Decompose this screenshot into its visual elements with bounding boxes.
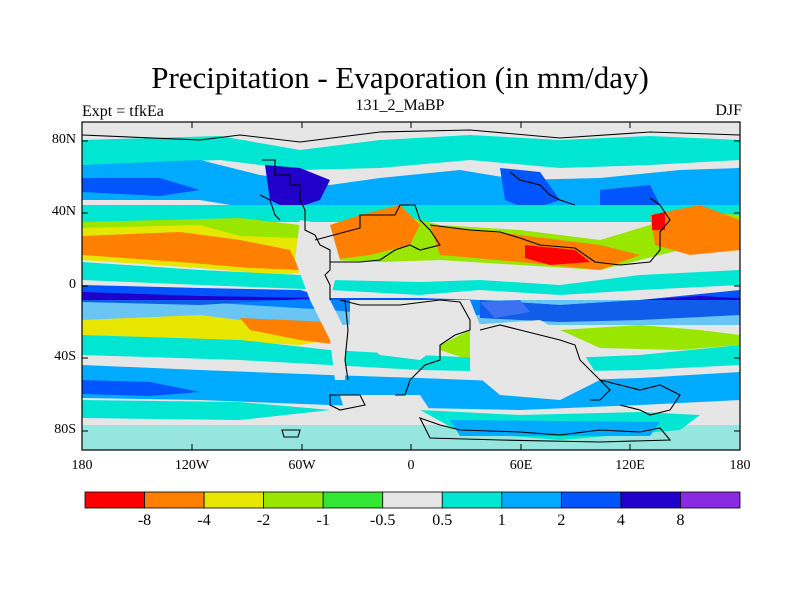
north-pacific-core	[82, 178, 200, 196]
arctic-moist-band	[82, 135, 740, 170]
lon-label-0: 0	[407, 458, 415, 473]
australia-coast	[599, 379, 681, 416]
east-asia-extreme-dry	[652, 212, 665, 230]
lon-label-60w: 60W	[288, 458, 316, 473]
south-america-africa-coast	[339, 299, 471, 396]
lon-label-120w: 120W	[174, 458, 210, 473]
colorbar-box	[501, 491, 562, 509]
south-pacific-polar-band	[82, 400, 330, 420]
europe-storm	[500, 168, 560, 210]
colorbar-box	[144, 491, 205, 509]
colorbar-label: 2	[557, 512, 566, 529]
colorbar-label: 1	[497, 512, 506, 529]
colorbar-box	[560, 491, 622, 509]
antarctica-coast	[418, 417, 672, 443]
lon-label-60e: 60E	[509, 458, 533, 473]
west-pacific-dry	[650, 205, 740, 255]
lon-label-120e: 120E	[615, 458, 645, 473]
period-label: 131_2_MaBP	[355, 97, 445, 114]
colorbar-box	[322, 491, 384, 509]
colorbar-label: -2	[256, 512, 271, 529]
season-label: DJF	[715, 102, 742, 119]
southern-storm-track	[82, 365, 740, 410]
colorbar-label: 4	[616, 512, 625, 529]
north-pacific-very-dry	[82, 232, 300, 270]
colorbar-box	[441, 491, 503, 509]
lon-label-180w: 180	[71, 458, 93, 473]
colorbar-label: 8	[676, 512, 685, 529]
antarctic-wet-band	[450, 420, 660, 436]
north-america-storm	[265, 165, 330, 210]
page-title: Precipitation - Evaporation (in mm/day)	[151, 60, 649, 95]
colorbar-box	[84, 491, 145, 509]
south-indian-dry	[560, 325, 740, 350]
eurasia-south-coast	[429, 197, 671, 266]
colorbar-label: -0.5	[370, 512, 396, 529]
colorbar-box	[263, 491, 324, 509]
colorbar-label: -4	[197, 512, 211, 529]
colorbar-box	[680, 491, 741, 509]
lat-label-0: 0	[69, 277, 76, 292]
small-island-coast	[281, 429, 301, 438]
africa-coast	[479, 324, 611, 401]
west-coast-detail	[259, 194, 281, 221]
colorbar-label: 0.5	[432, 512, 453, 529]
lon-tick-marks	[81, 122, 741, 450]
colorbar-box	[203, 491, 265, 509]
americas-landmass	[295, 220, 345, 380]
south-atlantic-landmass	[350, 300, 480, 360]
andes-coast	[344, 299, 349, 381]
arctic-coast	[82, 129, 740, 143]
europe-coast	[509, 171, 576, 206]
experiment-label: Expt = tfkEa	[82, 103, 164, 120]
arabia-extreme-dry	[525, 245, 590, 265]
map-field	[82, 122, 740, 450]
colorbar-boxes	[84, 491, 741, 509]
colorbar-label: -8	[137, 512, 152, 529]
equatorial-transition	[82, 262, 740, 295]
lat-label-40n: 40N	[51, 204, 76, 219]
north-america-coast	[262, 159, 331, 300]
antarctic-peninsula-coast	[329, 394, 366, 411]
south-pacific-very-dry	[240, 318, 340, 345]
southern-pacific-core	[82, 380, 200, 396]
lat-tick-marks	[82, 140, 740, 432]
africa-landmass	[470, 320, 600, 400]
north-transition-band	[82, 205, 740, 222]
atlantic-north-coast	[314, 204, 441, 263]
north-atlantic-dry	[315, 205, 420, 260]
lon-label-180e: 180	[729, 458, 751, 473]
lat-label-40s: 40S	[54, 349, 76, 364]
colorbar-box	[620, 491, 681, 509]
colorbar-label: -1	[316, 512, 330, 529]
colorbar-box	[382, 491, 443, 509]
coastlines	[82, 129, 740, 443]
lat-label-80s: 80S	[54, 422, 76, 437]
lat-label-80n: 80N	[51, 132, 76, 147]
